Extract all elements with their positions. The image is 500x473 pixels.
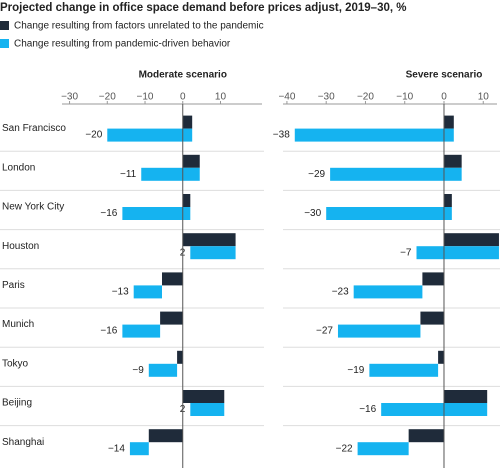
bar: [381, 403, 488, 416]
data-label: −7: [400, 247, 412, 258]
bar: [182, 233, 236, 247]
x-tick-label: −40: [278, 92, 295, 103]
bar: [148, 363, 178, 377]
data-label: −16: [100, 208, 117, 219]
x-tick-label: 10: [215, 92, 227, 103]
category-label: New York City: [2, 202, 64, 213]
bar: [294, 128, 454, 142]
bar: [141, 167, 200, 181]
panel-title: Severe scenario: [406, 70, 483, 81]
bar: [443, 233, 499, 247]
data-label: −11: [120, 169, 137, 180]
bar: [182, 115, 193, 129]
bar: [182, 194, 191, 207]
bar: [443, 115, 454, 129]
data-label: −14: [108, 443, 125, 454]
data-label: −9: [132, 365, 144, 376]
data-label: −27: [316, 326, 333, 337]
x-tick-label: −20: [357, 92, 374, 103]
bar: [182, 154, 200, 168]
bar: [420, 311, 444, 325]
bar: [357, 442, 409, 456]
bar: [122, 207, 191, 220]
x-tick-label: 0: [180, 92, 186, 103]
bar: [422, 272, 444, 286]
bar: [160, 311, 183, 325]
bar: [162, 272, 183, 286]
bar: [107, 128, 193, 142]
data-label: −29: [308, 169, 325, 180]
bar: [190, 403, 225, 416]
bar: [443, 390, 488, 403]
bar: [443, 194, 452, 207]
legend-swatch: [0, 21, 9, 30]
data-label: −30: [304, 208, 321, 219]
bar: [408, 429, 444, 443]
category-label: Munich: [2, 319, 34, 330]
data-label: −19: [347, 365, 364, 376]
data-label: −38: [273, 130, 290, 141]
category-label: Tokyo: [2, 358, 29, 369]
panel-title: Moderate scenario: [139, 70, 227, 81]
legend-label: Change resulting from pandemic-driven be…: [14, 39, 231, 50]
category-label: Paris: [2, 280, 25, 291]
data-label: −20: [85, 130, 102, 141]
bar: [326, 207, 452, 220]
x-tick-label: −10: [396, 92, 413, 103]
bar: [177, 350, 183, 364]
data-label: −16: [100, 326, 117, 337]
bar: [129, 442, 149, 456]
bar: [122, 324, 161, 338]
data-label: −16: [359, 404, 376, 415]
bar: [330, 167, 462, 181]
bar: [443, 154, 462, 168]
x-tick-label: 0: [441, 92, 447, 103]
bar: [438, 350, 444, 364]
x-tick-label: −10: [137, 92, 154, 103]
category-label: London: [2, 162, 35, 173]
bar: [133, 285, 162, 299]
legend-swatch: [0, 39, 9, 48]
data-label: −23: [332, 287, 349, 298]
bar: [416, 246, 499, 260]
chart-title: Projected change in office space demand …: [0, 2, 407, 14]
category-label: Shanghai: [2, 437, 44, 448]
x-tick-label: −20: [99, 92, 116, 103]
bar: [337, 324, 421, 338]
category-label: Beijing: [2, 398, 32, 409]
x-tick-label: −30: [61, 92, 78, 103]
data-label: −13: [112, 287, 129, 298]
bar: [353, 285, 423, 299]
bar: [369, 363, 439, 377]
bar: [182, 390, 225, 403]
legend-label: Change resulting from factors unrelated …: [14, 21, 264, 32]
data-label: −22: [336, 443, 353, 454]
bar: [148, 429, 183, 443]
x-tick-label: −30: [318, 92, 335, 103]
category-label: Houston: [2, 241, 39, 252]
x-tick-label: 10: [478, 92, 490, 103]
bar: [190, 246, 236, 260]
category-label: San Francisco: [2, 123, 66, 134]
